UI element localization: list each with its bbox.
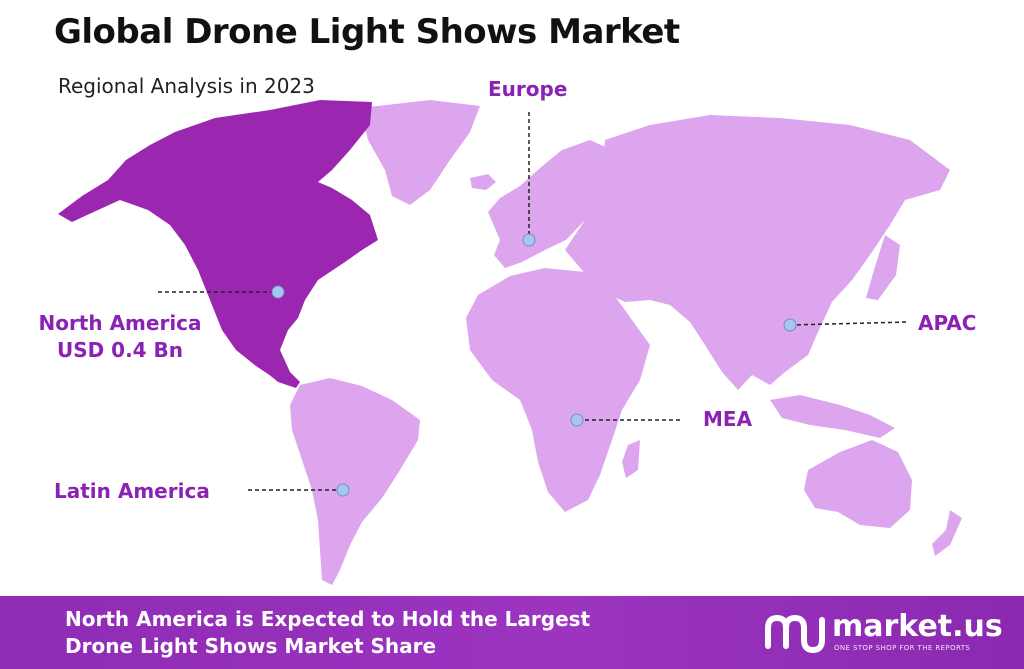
- footer-banner: North America is Expected to Hold the La…: [0, 596, 1024, 669]
- europe-label: Europe: [488, 77, 568, 101]
- region-shape-greenland: [360, 100, 480, 205]
- north-america-name: North America: [38, 311, 202, 335]
- footer-message: North America is Expected to Hold the La…: [65, 606, 705, 660]
- region-shape-japan: [866, 235, 900, 300]
- apac-connector: [789, 321, 909, 326]
- region-shape-new-zealand: [932, 510, 962, 556]
- region-shape-africa: [466, 268, 650, 512]
- region-shape-iceland: [470, 174, 496, 190]
- latin-america-label: Latin America: [54, 479, 210, 503]
- mea-marker: [570, 413, 584, 427]
- region-shape-australia: [804, 440, 912, 528]
- page-subtitle: Regional Analysis in 2023: [58, 74, 315, 98]
- apac-marker: [783, 318, 797, 332]
- region-shape-north-america: [58, 100, 378, 382]
- brand-tagline: ONE STOP SHOP FOR THE REPORTS: [834, 644, 971, 652]
- region-shape-latin-america: [290, 378, 420, 585]
- market-us-logo-icon: [765, 614, 825, 654]
- footer-line-2: Drone Light Shows Market Share: [65, 634, 437, 658]
- region-shape-madagascar: [622, 440, 640, 478]
- brand-logo: market.us ONE STOP SHOP FOR THE REPORTS: [764, 610, 1014, 660]
- region-shape-central-america: [262, 362, 300, 388]
- footer-line-1: North America is Expected to Hold the La…: [65, 607, 591, 631]
- region-shape-asia: [565, 115, 950, 390]
- latin-america-marker: [336, 483, 350, 497]
- page-title: Global Drone Light Shows Market: [54, 12, 680, 52]
- mea-label: MEA: [703, 407, 753, 431]
- north-america-marker: [271, 285, 285, 299]
- brand-name: market.us: [832, 609, 1003, 644]
- world-map: [58, 100, 962, 585]
- region-shape-indonesia: [770, 395, 895, 438]
- north-america-value: USD 0.4 Bn: [56, 338, 184, 362]
- region-shape-europe: [488, 140, 612, 268]
- europe-marker: [522, 233, 536, 247]
- north-america-label: North America USD 0.4 Bn: [30, 310, 210, 364]
- apac-label: APAC: [918, 311, 977, 335]
